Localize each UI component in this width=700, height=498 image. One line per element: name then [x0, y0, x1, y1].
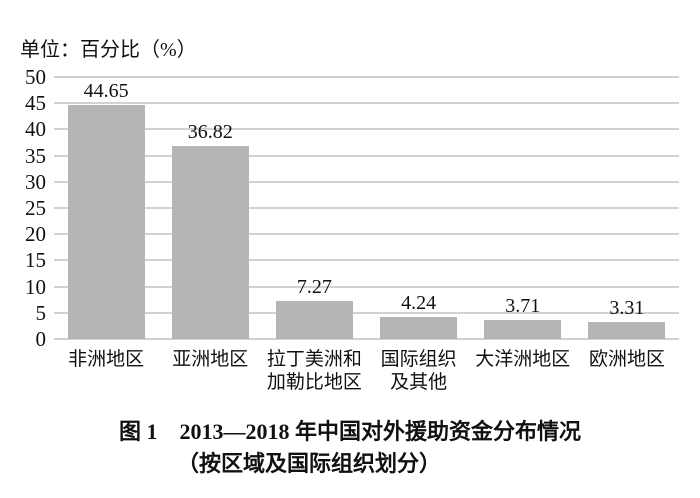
- bar-4: [380, 316, 458, 339]
- y-tick-label-30: 30: [25, 169, 46, 194]
- unit-label: 单位：百分比（%）: [20, 39, 197, 61]
- bar-3: [275, 300, 353, 339]
- caption-line-2: （按区域及国际组织划分）: [176, 451, 441, 476]
- y-tick-label-20: 20: [25, 222, 46, 247]
- gridline-10: [54, 285, 679, 288]
- y-tick-label-10: 10: [25, 274, 46, 299]
- bar-value-label-3: 7.27: [296, 275, 332, 298]
- x-category-label-line: 亚洲地区: [172, 349, 249, 370]
- y-tick-label-15: 15: [25, 248, 46, 273]
- y-tick-label-35: 35: [25, 143, 46, 168]
- x-category-label-line: 欧洲地区: [588, 349, 665, 370]
- x-category-label-line: 国际组织: [380, 349, 457, 370]
- caption-line-1: 图 1 2013—2018 年中国对外援助资金分布情况: [118, 419, 581, 444]
- gridline-0: [54, 338, 679, 340]
- x-category-label-6: 欧洲地区: [575, 348, 679, 394]
- x-category-label-line: 非洲地区: [68, 349, 145, 370]
- bar-5: [484, 319, 562, 339]
- x-category-label-3: 拉丁美洲和 加勒比地区: [262, 348, 366, 394]
- figure-caption-inner: 图 1 2013—2018 年中国对外援助资金分布情况 （按区域及国际组织划分）: [119, 416, 581, 480]
- figure-caption: 图 1 2013—2018 年中国对外援助资金分布情况 （按区域及国际组织划分）: [0, 416, 700, 480]
- y-tick-label-40: 40: [25, 117, 46, 142]
- x-category-label-line: 及其他: [390, 372, 448, 393]
- y-tick-label-0: 0: [35, 327, 47, 351]
- x-category-label-line: 拉丁美洲和: [266, 349, 362, 370]
- x-category-label-4: 国际组织 及其他: [367, 348, 471, 394]
- gridline-5: [54, 311, 679, 314]
- gridline-25: [54, 207, 679, 209]
- bar-1: [67, 105, 145, 339]
- x-axis-labels: 非洲地区 亚洲地区 拉丁美洲和 加勒比地区 国际组织 及其他 大洋洲地区 欧洲地区: [54, 348, 679, 394]
- y-axis-tick-labels: 0 5 10 15 20 25 30 35 40 45 50: [0, 0, 46, 498]
- x-category-label-line: 加勒比地区: [266, 372, 362, 393]
- bar-value-label-1: 44.65: [83, 80, 129, 103]
- gridline-35: [54, 154, 679, 157]
- plot-area: 44.65 36.82 7.27 4.24 3.71 3.31: [54, 76, 679, 340]
- gridline-15: [54, 259, 679, 262]
- x-category-label-5: 大洋洲地区: [471, 348, 575, 394]
- y-tick-label-5: 5: [35, 300, 47, 325]
- bar-value-label-5: 3.71: [505, 294, 541, 317]
- bar-6: [588, 321, 666, 339]
- y-tick-label-50: 50: [25, 65, 46, 89]
- gridline-50: [54, 76, 679, 78]
- gridline-40: [54, 128, 679, 131]
- gridline-45: [54, 102, 679, 105]
- x-category-label-1: 非洲地区: [54, 348, 158, 394]
- y-tick-label-25: 25: [25, 196, 46, 220]
- y-tick-label-45: 45: [25, 91, 46, 116]
- bar-2: [171, 146, 249, 339]
- bar-value-label-2: 36.82: [187, 121, 233, 144]
- bar-value-label-6: 3.31: [609, 296, 645, 319]
- bar-value-label-4: 4.24: [401, 291, 437, 314]
- x-category-label-line: 大洋洲地区: [475, 349, 571, 370]
- gridline-30: [54, 180, 679, 183]
- gridline-20: [54, 233, 679, 236]
- x-category-label-2: 亚洲地区: [158, 348, 262, 394]
